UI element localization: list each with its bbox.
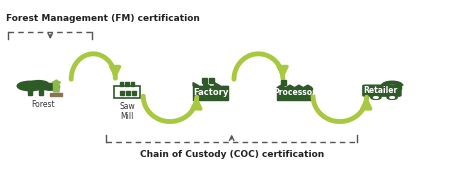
Polygon shape bbox=[299, 85, 303, 88]
Bar bbox=[114, 86, 140, 98]
Bar bbox=[209, 78, 213, 83]
Bar bbox=[193, 86, 228, 100]
Polygon shape bbox=[303, 85, 308, 88]
Polygon shape bbox=[193, 83, 199, 86]
Bar bbox=[120, 91, 124, 93]
Bar bbox=[132, 91, 136, 93]
FancyBboxPatch shape bbox=[363, 85, 401, 96]
Text: Saw
Mill: Saw Mill bbox=[119, 102, 135, 121]
Text: Forest Management (FM) certification: Forest Management (FM) certification bbox=[6, 14, 200, 23]
Circle shape bbox=[371, 96, 381, 99]
Bar bbox=[132, 94, 136, 95]
Bar bbox=[126, 91, 130, 93]
Circle shape bbox=[390, 97, 395, 98]
Circle shape bbox=[41, 83, 59, 90]
Circle shape bbox=[17, 81, 43, 91]
Circle shape bbox=[387, 96, 397, 99]
Polygon shape bbox=[285, 85, 290, 88]
Text: Factory: Factory bbox=[193, 88, 228, 97]
Text: Retailer: Retailer bbox=[364, 86, 398, 95]
Bar bbox=[395, 84, 401, 89]
Polygon shape bbox=[308, 85, 312, 88]
Bar bbox=[50, 93, 62, 96]
Bar bbox=[125, 82, 129, 86]
Bar bbox=[29, 89, 32, 95]
FancyArrow shape bbox=[52, 80, 60, 92]
Bar bbox=[119, 82, 123, 86]
Text: Forest: Forest bbox=[31, 100, 55, 109]
Bar bbox=[202, 78, 206, 83]
Bar bbox=[126, 94, 130, 95]
Polygon shape bbox=[294, 85, 299, 88]
Polygon shape bbox=[214, 83, 220, 86]
Bar bbox=[131, 82, 134, 86]
Polygon shape bbox=[281, 85, 285, 88]
Text: Chain of Custody (COC) certification: Chain of Custody (COC) certification bbox=[139, 150, 324, 159]
Bar bbox=[39, 89, 43, 95]
Bar bbox=[281, 80, 286, 85]
Polygon shape bbox=[277, 85, 281, 88]
Bar bbox=[120, 94, 124, 95]
Bar bbox=[277, 88, 312, 100]
Circle shape bbox=[373, 97, 378, 98]
Polygon shape bbox=[290, 85, 294, 88]
Text: Processor: Processor bbox=[273, 88, 316, 97]
Polygon shape bbox=[204, 82, 210, 86]
Circle shape bbox=[29, 81, 49, 88]
